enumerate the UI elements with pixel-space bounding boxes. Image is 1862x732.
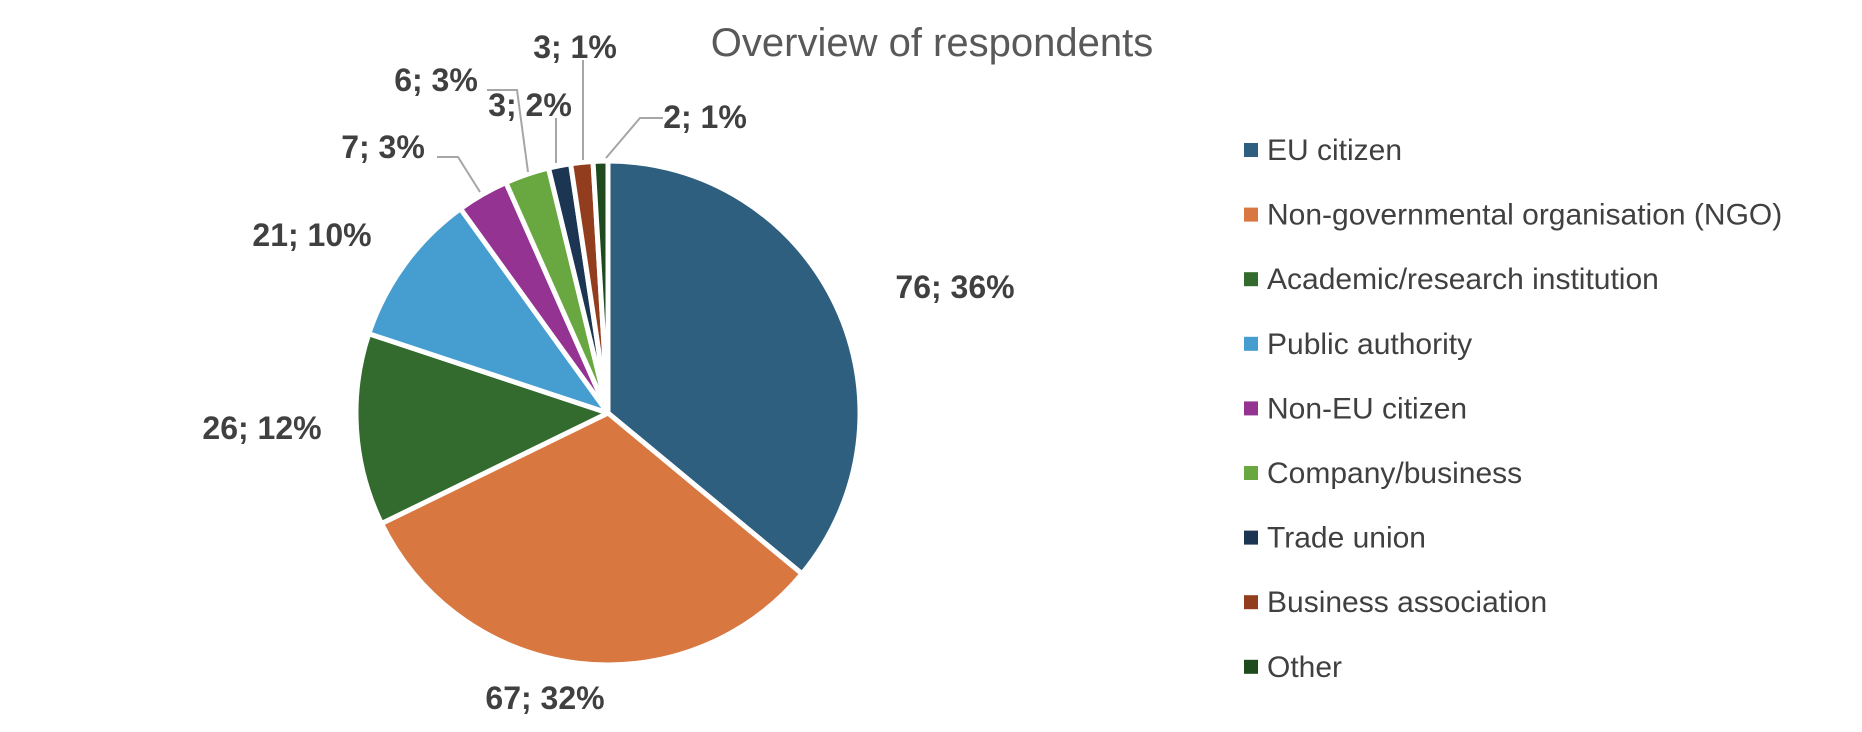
legend-swatch — [1244, 336, 1258, 351]
data-label: 7; 3% — [341, 129, 425, 165]
legend-label: Business association — [1267, 586, 1547, 619]
legend-swatch — [1244, 207, 1258, 222]
data-label: 21; 10% — [252, 217, 371, 253]
data-label: 26; 12% — [202, 410, 321, 446]
data-label: 76; 36% — [895, 269, 1014, 305]
legend-label: Public authority — [1267, 328, 1472, 361]
legend-swatch — [1244, 595, 1258, 610]
data-labels: 76; 36% 67; 32% 26; 12% 21; 10% 7; 3% 6; 3% 3;… — [202, 29, 1014, 716]
legend-label: Academic/research institution — [1267, 263, 1659, 296]
legend-label: Non-governmental organisation (NGO) — [1267, 199, 1782, 232]
leader-lines — [437, 60, 663, 193]
legend-label: Non-EU citizen — [1267, 392, 1467, 425]
pie-slice-public-authority — [366, 206, 611, 416]
pie-slices — [353, 158, 863, 668]
data-label: 6; 3% — [394, 62, 478, 98]
data-label: 2; 1% — [663, 99, 747, 135]
leader-line — [605, 117, 663, 159]
data-label: 67; 32% — [485, 680, 604, 716]
data-label: 3; 1% — [533, 29, 617, 65]
legend-swatch — [1244, 143, 1258, 157]
legend: EU citizen Non-governmental organisation … — [1244, 134, 1782, 684]
data-label: 3; 2% — [488, 87, 572, 123]
legend-swatch — [1244, 530, 1258, 545]
pie-slice-eu-citizen — [605, 158, 863, 577]
legend-label: Trade union — [1267, 522, 1426, 555]
legend-swatch — [1244, 659, 1258, 674]
chart-title: Overview of respondents — [711, 21, 1153, 65]
pie-slice-non-governmental-organisation-ngo — [379, 410, 805, 668]
legend-swatch — [1244, 401, 1258, 416]
leader-line — [487, 89, 529, 173]
legend-swatch — [1244, 466, 1258, 480]
legend-label: Company/business — [1267, 457, 1522, 490]
pie-slice-other — [590, 158, 611, 416]
leader-line — [437, 156, 481, 193]
legend-label: EU citizen — [1267, 134, 1402, 167]
legend-label: Other — [1267, 651, 1342, 684]
pie-slice-academic-research-institution — [353, 331, 611, 527]
legend-swatch — [1244, 272, 1258, 287]
